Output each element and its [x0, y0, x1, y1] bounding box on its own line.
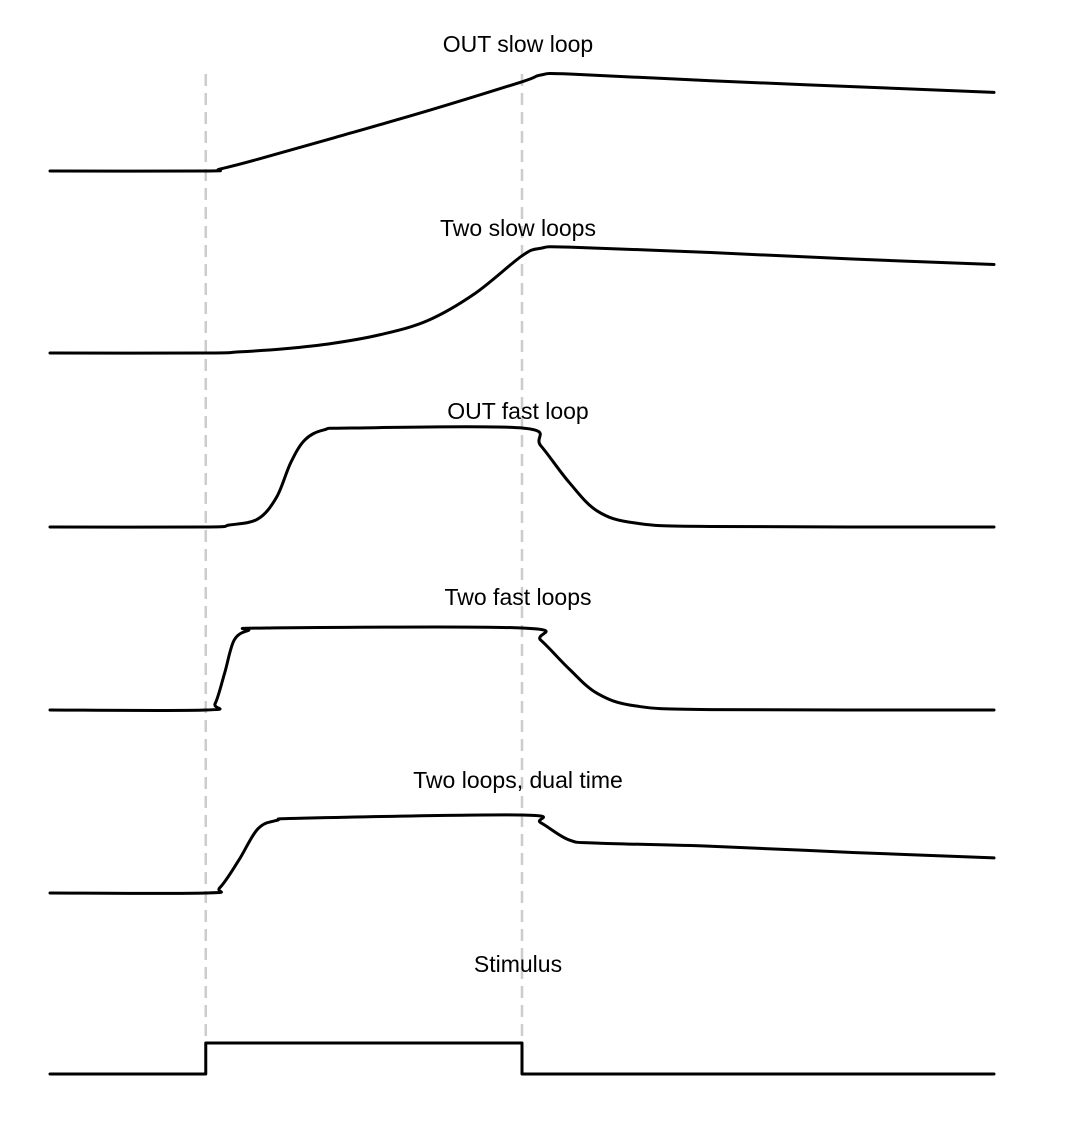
panel-title: Two loops, dual time [413, 767, 623, 793]
panel-3: OUT fast loop [48, 398, 996, 529]
panel-1: OUT slow loop [48, 31, 996, 173]
time-markers [204, 74, 524, 1074]
panel-title: OUT fast loop [447, 398, 588, 424]
trace-line [48, 245, 996, 355]
panel-title: Two fast loops [444, 584, 591, 610]
panel-title: OUT slow loop [443, 31, 593, 57]
trace-line [48, 625, 996, 712]
panel-6: Stimulus [48, 951, 996, 1076]
trace-line [48, 1041, 996, 1076]
trace-line [48, 72, 996, 173]
panel-4: Two fast loops [48, 584, 996, 712]
trace-panels: OUT slow loop Two slow loops OUT fast loop… [48, 31, 996, 1076]
panel-title: Stimulus [474, 951, 562, 977]
panel-2: Two slow loops [48, 215, 996, 355]
panel-5: Two loops, dual time [48, 767, 996, 895]
panel-title: Two slow loops [440, 215, 596, 241]
trace-line [48, 425, 996, 529]
trace-line [48, 813, 996, 895]
